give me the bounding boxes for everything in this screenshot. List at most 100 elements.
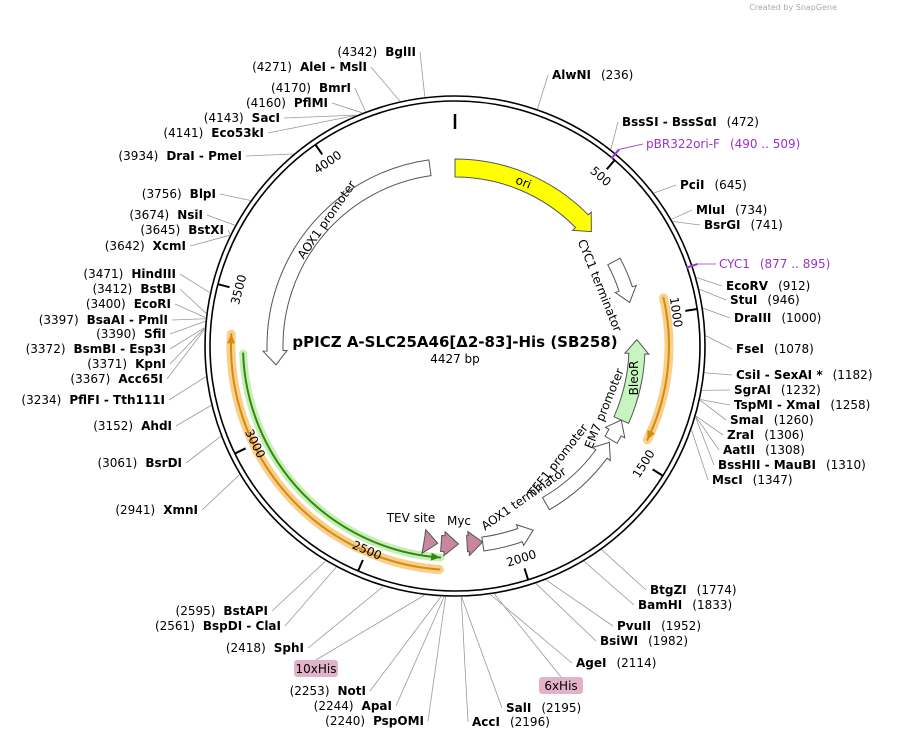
tag-box: [539, 677, 583, 694]
site-position: (1347): [753, 473, 793, 487]
site-name: MluI: [696, 203, 725, 217]
site-label: (4141) Eco53kI: [163, 126, 264, 140]
site-label: (2244) ApaI: [314, 699, 392, 713]
site-label: (3367) Acc65I: [70, 372, 163, 386]
tick-mark: [606, 159, 616, 170]
leader-line: [189, 234, 230, 247]
feature-arrow: [541, 441, 611, 511]
site-name: Eco53kI: [211, 126, 264, 140]
site-position: (2595): [176, 604, 216, 618]
leader-line: [583, 560, 635, 606]
leader-line: [219, 193, 251, 201]
site-position: (3674): [129, 208, 169, 222]
site-name: BstAPI: [223, 604, 268, 618]
site-name: BsmBI - Esp3I: [74, 342, 166, 356]
site-name: BssSI - BssSαI: [622, 115, 717, 129]
leader-line: [700, 399, 731, 406]
site-position: (1258): [830, 398, 870, 412]
feature-arrow: [607, 257, 638, 304]
site-name: BtgZI: [650, 583, 687, 597]
tick-label: 1500: [630, 447, 658, 480]
site-name: SphI: [274, 641, 304, 655]
site-label: (3471) HindIII: [83, 267, 176, 281]
leader-line: [179, 273, 210, 294]
tag-box: [294, 660, 338, 677]
site-label: (3390) SfiI: [96, 327, 166, 341]
site-label: (3756) BlpI: [142, 187, 216, 201]
site-label: EcoRV (912): [726, 279, 810, 293]
leader-line: [245, 153, 294, 157]
primer-mark: [685, 263, 698, 269]
site-position: (1000): [781, 311, 821, 325]
site-name: AccI: [472, 715, 500, 729]
site-name: DraIII: [734, 311, 771, 325]
feature-label: BleoR: [627, 361, 641, 396]
leader-line: [169, 327, 205, 350]
site-position: (3400): [86, 297, 126, 311]
site-name: StuI: [730, 293, 757, 307]
site-name: Acc65I: [118, 372, 163, 386]
site-name: PflMI: [294, 96, 328, 110]
site-label: MluI (734): [696, 203, 767, 217]
site-position: (3367): [70, 372, 110, 386]
leader-line: [179, 288, 207, 314]
site-name: BsiWI: [600, 634, 638, 648]
site-position: (3471): [83, 267, 123, 281]
site-name: TspMI - XmaI: [734, 398, 820, 412]
leader-line: [601, 549, 647, 591]
site-label: AatII (1308): [723, 443, 805, 457]
primer-label: CYC1 (877 .. 895): [719, 257, 830, 271]
leader-line: [201, 474, 240, 511]
site-name: AatII: [723, 443, 755, 457]
leader-line: [461, 596, 503, 709]
leader-line: [206, 214, 236, 226]
backbone-outer: [204, 95, 706, 597]
leader-line: [370, 66, 401, 102]
site-name: EcoRV: [726, 279, 769, 293]
feature-arrow: [604, 419, 626, 445]
site-name: NotI: [338, 684, 367, 698]
highlight-orange-right-line: [646, 296, 670, 441]
tag-label: 10xHis: [296, 662, 337, 676]
leader-line: [691, 429, 709, 481]
site-position: (3412): [92, 282, 132, 296]
site-label: (4271) AleI - MslI: [252, 60, 367, 74]
leader-line: [271, 560, 326, 612]
site-name: AleI - MslI: [300, 60, 367, 74]
tick-label: 3500: [228, 273, 249, 306]
site-label: (4342) BglII: [337, 45, 416, 59]
primer-name: CYC1: [719, 257, 750, 271]
tick-mark: [685, 308, 698, 312]
highlight-orange-right: [642, 293, 674, 445]
tick-mark: [314, 144, 324, 156]
tick-label: 4000: [311, 148, 344, 177]
tick-mark: [234, 447, 247, 455]
leader-line: [610, 121, 619, 150]
site-name: MscI: [712, 473, 743, 487]
site-position: (1310): [826, 458, 866, 472]
site-name: BsrGI: [704, 218, 741, 232]
site-position: (645): [715, 178, 747, 192]
backbone-inner: [209, 100, 701, 592]
site-name: SmaI: [730, 413, 764, 427]
site-position: (946): [767, 293, 799, 307]
feature-arrow: [481, 523, 534, 552]
highlight-orange-right-line-head: [647, 430, 655, 440]
site-label: BsiWI (1982): [600, 634, 688, 648]
leader-line: [696, 277, 723, 287]
site-label: PvuII (1952): [617, 619, 701, 633]
site-label: (3412) BstBI: [92, 282, 176, 296]
site-name: BssHII - MauBI: [718, 458, 816, 472]
site-name: AlwNI: [552, 68, 591, 82]
leader-line: [419, 51, 426, 97]
site-label: PciI (645): [680, 178, 747, 192]
site-name: FseI: [736, 342, 764, 356]
site-label: TspMI - XmaI (1258): [734, 398, 870, 412]
highlight-green-line: [242, 352, 442, 559]
site-name: XcmI: [153, 239, 186, 253]
map-title: pPICZ A-SLC25A46[Δ2-83]-His (SB258): [292, 333, 617, 351]
leader-line: [653, 184, 677, 194]
highlight-green-line-head: [430, 552, 441, 561]
site-position: (1306): [764, 428, 804, 442]
